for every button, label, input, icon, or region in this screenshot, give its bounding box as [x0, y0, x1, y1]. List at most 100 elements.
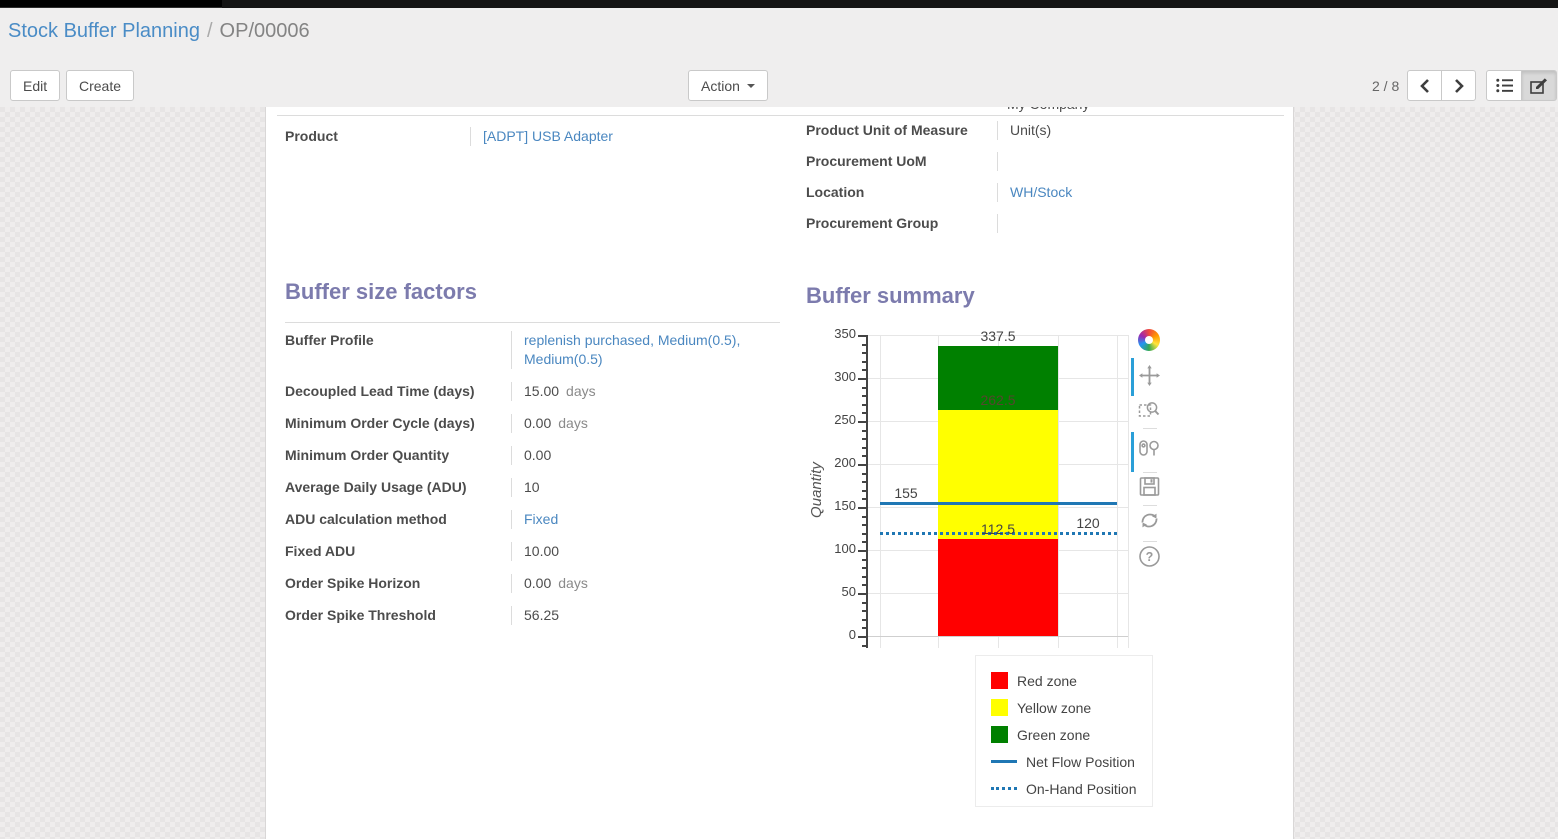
- y-axis-minor-tick: [862, 403, 866, 406]
- field-value-average-daily-usage-adu: 10: [511, 478, 780, 497]
- plot-area: 337.5 262.5 112.5 155 120: [868, 328, 1129, 648]
- y-axis-minor-tick: [862, 532, 866, 535]
- field-value-procurement-group: [997, 214, 1290, 233]
- field-row-adu-calculation-method: ADU calculation method Fixed: [285, 503, 780, 535]
- y-axis-tick-label: 200: [834, 455, 856, 470]
- y-axis-minor-tick: [862, 627, 866, 630]
- field-value-order-spike-threshold: 56.25: [511, 606, 780, 625]
- chart-annotation-112-5: 112.5: [981, 521, 1015, 538]
- form-view-button[interactable]: [1521, 70, 1557, 101]
- field-value-text-decoupled-lead-time-days: 15.00: [524, 383, 560, 399]
- field-row-procurement-uom: Procurement UoM: [806, 146, 1290, 177]
- legend-item-red-zone[interactable]: Red zone: [976, 667, 1152, 694]
- line-net-flow-position: [880, 501, 1117, 505]
- y-axis-major-tick: [858, 507, 866, 509]
- top-menu-bar: [0, 0, 1558, 8]
- legend-item-on-hand-position[interactable]: On-Hand Position: [976, 775, 1152, 802]
- list-view-button[interactable]: [1486, 70, 1522, 101]
- pager-next-button[interactable]: [1441, 70, 1476, 101]
- y-axis-major-tick: [858, 335, 866, 337]
- save-icon[interactable]: [1138, 475, 1164, 501]
- hover-icon[interactable]: [1138, 437, 1164, 463]
- gridline-vertical: [880, 335, 881, 648]
- field-value-product: [ADPT] USB Adapter: [470, 127, 780, 146]
- gridline-vertical: [1058, 335, 1059, 648]
- y-axis-major-tick: [858, 593, 866, 595]
- modebar-separator: [1143, 472, 1157, 473]
- chevron-right-icon: [1454, 78, 1464, 93]
- pager-previous-button[interactable]: [1407, 70, 1442, 101]
- field-suffix-minimum-order-cycle-days: days: [558, 415, 588, 431]
- y-axis-major-tick: [858, 464, 866, 466]
- field-value-minimum-order-cycle-days: 0.00 days: [511, 414, 780, 433]
- pan-icon[interactable]: [1138, 364, 1164, 390]
- field-suffix-order-spike-horizon: days: [558, 575, 588, 591]
- y-axis-major-tick: [858, 378, 866, 380]
- field-label-product: Product: [285, 128, 338, 144]
- y-axis-tick-label: 100: [834, 541, 856, 556]
- y-axis-minor-tick: [862, 498, 866, 501]
- y-axis-minor-tick: [862, 601, 866, 604]
- y-axis-minor-tick: [862, 412, 866, 415]
- y-axis-minor-tick: [862, 558, 866, 561]
- edit-button[interactable]: Edit: [10, 70, 61, 101]
- field-label-buffer-profile: Buffer Profile: [285, 332, 374, 348]
- field-row-product-unit-of-measure: Product Unit of Measure Unit(s): [806, 115, 1290, 146]
- y-axis-line: [866, 335, 868, 648]
- y-axis-tick-label: 250: [834, 412, 856, 427]
- field-label-procurement-group: Procurement Group: [806, 215, 939, 231]
- y-axis-tick-label: 0: [848, 627, 856, 642]
- action-dropdown-button[interactable]: Action: [688, 70, 768, 101]
- breadcrumb-separator: /: [206, 20, 213, 42]
- field-row-minimum-order-quantity: Minimum Order Quantity 0.00: [285, 439, 780, 471]
- field-value-text-buffer-profile[interactable]: replenish purchased, Medium(0.5), Medium…: [524, 332, 741, 367]
- buffer-summary-chart: Quantity 337.5 262.5 112.5 155 120: [808, 325, 1170, 660]
- field-suffix-decoupled-lead-time-days: days: [566, 383, 596, 399]
- zone-red-zone: [938, 539, 1058, 636]
- y-axis-minor-tick: [862, 369, 866, 372]
- breadcrumb-parent-link[interactable]: Stock Buffer Planning: [8, 20, 200, 42]
- field-value-text-product[interactable]: [ADPT] USB Adapter: [483, 128, 613, 144]
- y-axis-tick-label: 350: [834, 326, 856, 341]
- field-value-procurement-uom: [997, 152, 1290, 171]
- list-icon: [1495, 78, 1513, 93]
- legend-item-net-flow-position[interactable]: Net Flow Position: [976, 748, 1152, 775]
- content-area: My Company Product [ADPT] USB Adapter Pro…: [0, 107, 1558, 839]
- y-axis-minor-tick: [862, 610, 866, 613]
- field-label-order-spike-horizon: Order Spike Horizon: [285, 575, 421, 591]
- chart-annotation-155: 155: [894, 484, 918, 501]
- top-menu-bar-segment: [0, 0, 222, 8]
- y-axis-minor-tick: [862, 395, 866, 398]
- create-button[interactable]: Create: [66, 70, 135, 101]
- gridline-vertical: [1117, 335, 1118, 648]
- legend-item-yellow-zone[interactable]: Yellow zone: [976, 694, 1152, 721]
- section-title-buffer-size-factors: Buffer size factors: [285, 279, 477, 304]
- y-axis-tick-label: 300: [834, 369, 856, 384]
- y-axis-minor-tick: [862, 515, 866, 518]
- field-label-average-daily-usage-adu: Average Daily Usage (ADU): [285, 479, 467, 495]
- form-edit-icon: [1530, 77, 1547, 94]
- field-row-location: Location WH/Stock: [806, 177, 1290, 208]
- modebar-separator: [1143, 541, 1157, 542]
- field-row-product: Product [ADPT] USB Adapter: [285, 115, 780, 159]
- zoom-icon[interactable]: [1138, 398, 1164, 424]
- y-axis-minor-tick: [862, 567, 866, 570]
- section-title-buffer-summary: Buffer summary: [806, 283, 975, 308]
- field-value-text-adu-calculation-method[interactable]: Fixed: [524, 511, 559, 527]
- field-label-minimum-order-cycle-days: Minimum Order Cycle (days): [285, 415, 475, 431]
- y-axis-minor-tick: [862, 360, 866, 363]
- zone-yellow-zone: [938, 410, 1058, 540]
- legend-label-on-hand-position: On-Hand Position: [1026, 780, 1137, 797]
- field-value-fixed-adu: 10.00: [511, 542, 780, 561]
- autoscale-icon[interactable]: [1138, 509, 1164, 535]
- plotly-logo-icon[interactable]: [1138, 329, 1164, 355]
- legend-item-green-zone[interactable]: Green zone: [976, 721, 1152, 748]
- field-label-location: Location: [806, 184, 865, 200]
- legend-label-yellow-zone: Yellow zone: [1017, 699, 1092, 716]
- y-axis-minor-tick: [862, 438, 866, 441]
- field-row-procurement-group: Procurement Group: [806, 208, 1290, 239]
- help-icon[interactable]: ?: [1138, 545, 1164, 571]
- breadcrumb: Stock Buffer Planning / OP/00006: [8, 20, 310, 43]
- y-axis-major-tick: [858, 636, 866, 638]
- field-value-text-location[interactable]: WH/Stock: [1010, 184, 1073, 200]
